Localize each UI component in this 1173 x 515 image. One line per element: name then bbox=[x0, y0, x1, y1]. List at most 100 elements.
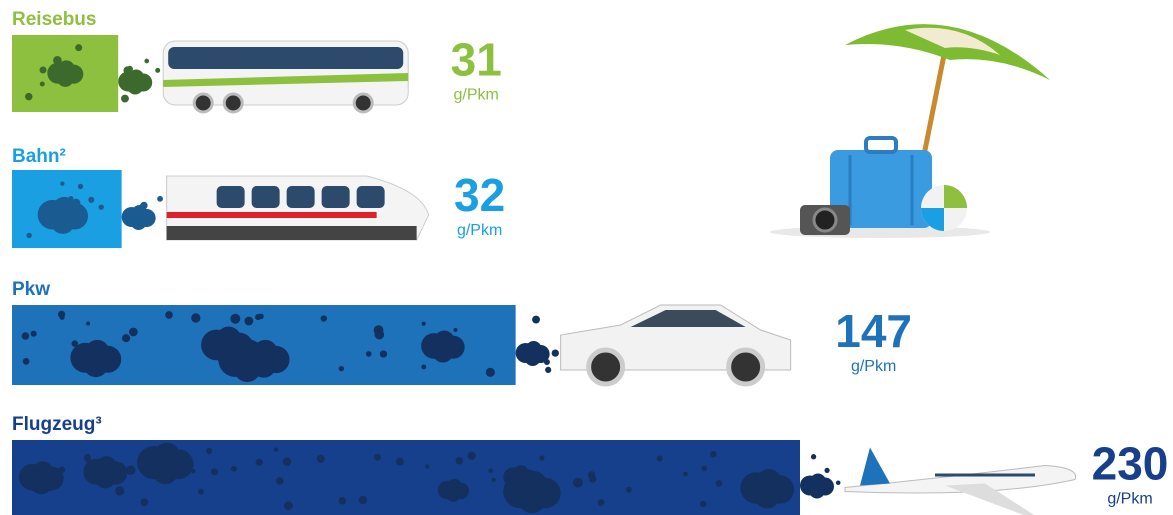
speck bbox=[122, 334, 131, 343]
train-window bbox=[251, 186, 280, 208]
speck bbox=[358, 495, 368, 505]
speck bbox=[701, 465, 707, 472]
cloud bbox=[446, 487, 461, 502]
speck bbox=[22, 358, 30, 365]
category-label: Pkw bbox=[12, 279, 50, 300]
speck bbox=[30, 330, 37, 337]
unit-label: g/Pkm bbox=[851, 358, 896, 375]
wheel bbox=[192, 92, 214, 114]
speck bbox=[537, 351, 543, 357]
speck bbox=[338, 497, 347, 505]
speck bbox=[573, 477, 583, 488]
cloud bbox=[94, 467, 116, 489]
vehicle bbox=[844, 447, 1077, 515]
speck bbox=[121, 94, 129, 103]
cloud bbox=[518, 486, 546, 514]
speck bbox=[88, 196, 95, 203]
speck bbox=[39, 81, 45, 87]
speck bbox=[813, 481, 818, 486]
speck bbox=[338, 365, 345, 372]
speck bbox=[683, 471, 688, 477]
wheel bbox=[726, 347, 766, 387]
bus-stripe bbox=[163, 73, 409, 87]
cloud bbox=[214, 340, 240, 365]
speck bbox=[626, 486, 632, 493]
speck bbox=[421, 321, 426, 326]
category-label: Reisebus bbox=[12, 9, 96, 30]
holiday-illustration bbox=[770, 24, 1050, 238]
cloud-group bbox=[25, 44, 161, 103]
cloud bbox=[233, 354, 261, 383]
speck bbox=[539, 455, 545, 461]
speck bbox=[26, 232, 32, 239]
cloud bbox=[56, 69, 74, 87]
speck bbox=[125, 465, 136, 476]
speck bbox=[365, 351, 372, 357]
speck bbox=[656, 455, 663, 462]
speck bbox=[283, 501, 293, 511]
vehicle bbox=[560, 304, 792, 387]
speck bbox=[379, 350, 388, 358]
speck bbox=[206, 447, 213, 455]
speck bbox=[320, 315, 328, 322]
wheel bbox=[586, 347, 626, 387]
speck bbox=[543, 358, 550, 365]
cloud bbox=[127, 78, 144, 95]
speck bbox=[597, 499, 605, 506]
cloud bbox=[432, 342, 454, 363]
vehicle bbox=[162, 40, 409, 114]
unit-label: g/Pkm bbox=[454, 87, 499, 104]
speck bbox=[488, 468, 493, 473]
train-window bbox=[356, 186, 385, 208]
speck bbox=[273, 447, 279, 452]
speck bbox=[824, 467, 830, 473]
speck bbox=[25, 92, 33, 101]
speck bbox=[715, 480, 723, 487]
speck bbox=[115, 486, 125, 496]
speck bbox=[810, 454, 817, 460]
cloud bbox=[754, 483, 780, 509]
speck bbox=[144, 58, 150, 64]
speck bbox=[59, 314, 65, 320]
plane-windows bbox=[935, 473, 1035, 477]
speck bbox=[589, 475, 597, 483]
cloud-group bbox=[18, 442, 841, 514]
speck bbox=[53, 56, 62, 65]
value-label: 147 bbox=[835, 305, 912, 357]
category-label: Bahn² bbox=[12, 146, 66, 167]
speck bbox=[374, 329, 385, 340]
vehicle bbox=[166, 175, 430, 241]
speck bbox=[139, 202, 145, 209]
speck bbox=[157, 195, 163, 202]
speck bbox=[191, 468, 196, 474]
speck bbox=[455, 456, 464, 465]
value-label: 230 bbox=[1092, 438, 1169, 490]
speck bbox=[255, 314, 262, 321]
speck bbox=[425, 464, 430, 469]
cloud-group bbox=[21, 310, 559, 383]
wheel bbox=[222, 92, 244, 114]
train-window bbox=[321, 186, 350, 208]
speck bbox=[551, 349, 559, 357]
train-window bbox=[216, 186, 245, 208]
cloud bbox=[83, 353, 108, 378]
cloud bbox=[152, 457, 179, 485]
train-base bbox=[166, 226, 417, 240]
cloud bbox=[524, 350, 541, 366]
unit-label: g/Pkm bbox=[1107, 491, 1152, 508]
speck bbox=[244, 316, 254, 326]
speck bbox=[165, 311, 173, 319]
value-label: 32 bbox=[454, 169, 505, 221]
speck bbox=[71, 340, 78, 347]
speck bbox=[282, 457, 292, 466]
value-label: 31 bbox=[451, 34, 502, 86]
speck bbox=[545, 366, 552, 373]
speck bbox=[86, 321, 91, 326]
car-window bbox=[630, 310, 746, 327]
speck bbox=[532, 315, 540, 324]
speck bbox=[140, 498, 149, 507]
speck bbox=[276, 477, 284, 485]
plane-body bbox=[844, 464, 1077, 494]
speck bbox=[373, 453, 381, 461]
